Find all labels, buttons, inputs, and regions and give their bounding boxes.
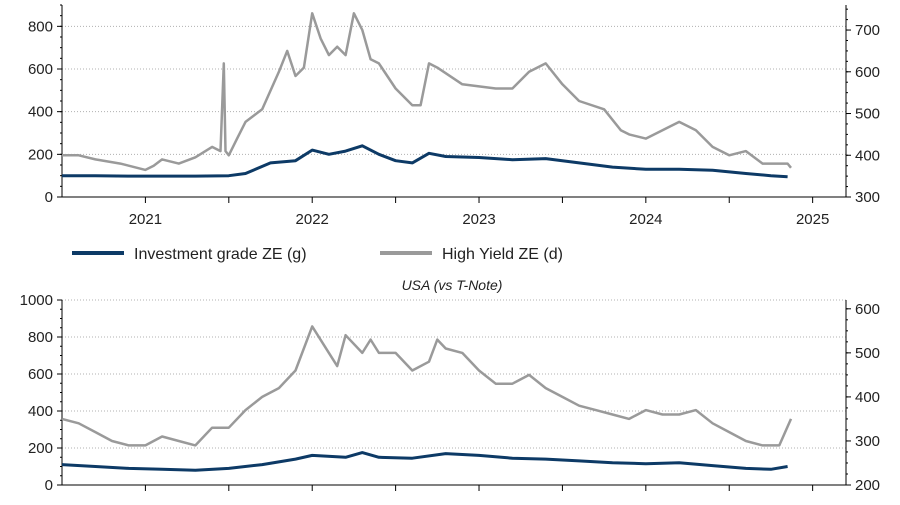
right-tick-label: 500 — [855, 106, 880, 123]
left-tick-label: 400 — [28, 403, 53, 420]
series-line-investment-grade — [61, 451, 788, 472]
bottom-chart-subtitle: USA (vs T-Note) — [402, 277, 503, 293]
x-tick-label: 2023 — [462, 211, 495, 228]
right-tick-label: 400 — [855, 389, 880, 406]
left-tick-label: 600 — [28, 61, 53, 78]
left-tick-label: 600 — [28, 366, 53, 383]
left-tick-label: 800 — [28, 329, 53, 346]
right-tick-label: 400 — [855, 147, 880, 164]
chart-panel-bottom: 0 200 400 600 800 1000 200 300 400 500 600 — [20, 292, 880, 494]
right-tick-label: 200 — [855, 477, 880, 494]
x-tick-label: 2024 — [629, 211, 662, 228]
left-tick-label: 0 — [45, 189, 53, 206]
left-tick-label: 800 — [28, 18, 53, 35]
left-tick-label: 400 — [28, 104, 53, 121]
left-tick-label: 1000 — [20, 292, 53, 309]
left-tick-label: 0 — [45, 477, 53, 494]
x-tick-label: 2022 — [296, 211, 329, 228]
right-tick-label: 300 — [855, 433, 880, 450]
right-tick-label: 300 — [855, 189, 880, 206]
left-tick-label: 200 — [28, 440, 53, 457]
left-tick-label: 200 — [28, 146, 53, 163]
right-tick-label: 700 — [855, 22, 880, 39]
right-tick-label: 600 — [855, 301, 880, 318]
right-tick-label: 600 — [855, 64, 880, 81]
right-tick-label: 500 — [855, 345, 880, 362]
x-tick-label: 2021 — [129, 211, 162, 228]
legend: Investment grade ZE (g) High Yield ZE (d… — [72, 246, 563, 263]
chart-panel-top: 0 200 400 600 800 300 400 500 600 700 2021 2022 2023… — [28, 4, 880, 228]
series-line-investment-grade — [62, 144, 788, 179]
x-tick-label: 2025 — [796, 211, 829, 228]
legend-label-high-yield: High Yield ZE (d) — [442, 246, 563, 263]
series-line-high-yield — [61, 325, 793, 447]
legend-label-investment-grade: Investment grade ZE (g) — [134, 246, 307, 263]
series-line-high-yield — [62, 12, 792, 172]
